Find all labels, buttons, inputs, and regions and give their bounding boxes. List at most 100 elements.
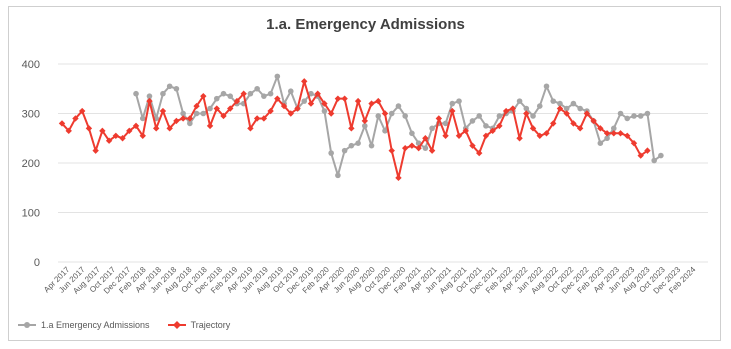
data-point-trajectory xyxy=(529,125,537,132)
data-point-emergency-admissions xyxy=(644,110,651,117)
data-point-trajectory xyxy=(85,125,93,132)
data-point-trajectory xyxy=(496,122,503,130)
data-point-emergency-admissions xyxy=(308,90,314,97)
data-point-trajectory xyxy=(146,97,153,105)
data-point-emergency-admissions xyxy=(604,135,610,142)
data-point-emergency-admissions xyxy=(287,88,294,95)
data-point-trajectory xyxy=(294,105,301,112)
data-point-trajectory xyxy=(597,125,604,132)
data-point-emergency-admissions xyxy=(247,90,254,97)
data-point-trajectory xyxy=(105,137,113,144)
data-point-trajectory xyxy=(200,92,207,100)
data-point-emergency-admissions xyxy=(483,123,489,129)
data-point-trajectory xyxy=(482,132,490,139)
data-point-trajectory xyxy=(321,100,328,107)
data-point-emergency-admissions xyxy=(375,113,382,119)
data-point-trajectory xyxy=(253,115,261,122)
data-point-trajectory xyxy=(132,122,140,130)
y-tick-label: 300 xyxy=(22,109,40,121)
y-tick-label: 200 xyxy=(22,158,40,170)
data-point-trajectory xyxy=(536,132,543,139)
data-point-trajectory xyxy=(381,110,389,117)
data-point-emergency-admissions xyxy=(557,100,563,107)
data-point-emergency-admissions xyxy=(362,123,368,129)
data-point-emergency-admissions xyxy=(200,110,207,117)
data-point-trajectory xyxy=(556,105,564,112)
data-point-trajectory xyxy=(247,125,254,132)
data-point-trajectory xyxy=(435,115,443,122)
data-point-trajectory xyxy=(603,130,611,137)
data-point-emergency-admissions xyxy=(341,147,348,154)
data-point-trajectory xyxy=(462,127,469,135)
data-point-emergency-admissions xyxy=(382,128,388,134)
data-point-trajectory xyxy=(428,147,436,154)
data-point-emergency-admissions xyxy=(274,73,281,80)
data-point-emergency-admissions xyxy=(261,93,267,99)
data-point-trajectory xyxy=(193,102,200,110)
data-point-trajectory xyxy=(509,105,517,112)
data-point-trajectory xyxy=(159,107,167,115)
data-point-trajectory xyxy=(274,95,281,102)
data-point-trajectory xyxy=(624,132,631,139)
data-point-trajectory xyxy=(213,105,220,112)
data-point-emergency-admissions xyxy=(213,95,220,102)
data-point-trajectory xyxy=(576,125,584,132)
data-point-trajectory xyxy=(287,110,294,117)
data-point-emergency-admissions xyxy=(651,157,657,164)
data-point-emergency-admissions xyxy=(563,105,570,112)
data-point-trajectory xyxy=(442,132,449,139)
data-point-trajectory xyxy=(314,90,321,97)
data-point-emergency-admissions xyxy=(610,125,617,132)
data-point-trajectory xyxy=(186,115,194,122)
legend-label-trajectory: Trajectory xyxy=(190,320,231,330)
data-point-trajectory xyxy=(233,97,241,105)
data-point-trajectory xyxy=(449,107,456,115)
data-point-trajectory xyxy=(119,135,126,142)
data-point-trajectory xyxy=(455,132,463,139)
data-point-emergency-admissions xyxy=(442,120,449,127)
chart-title: 1.a. Emergency Admissions xyxy=(266,16,465,33)
data-point-trajectory xyxy=(267,107,274,115)
data-point-trajectory xyxy=(260,115,268,122)
data-point-emergency-admissions xyxy=(321,108,328,114)
data-point-trajectory xyxy=(78,107,86,115)
data-point-emergency-admissions xyxy=(328,150,334,156)
data-point-trajectory xyxy=(489,127,496,135)
data-point-emergency-admissions xyxy=(254,85,260,92)
data-point-trajectory xyxy=(570,120,577,127)
data-point-trajectory xyxy=(415,144,422,152)
data-point-trajectory xyxy=(280,102,288,110)
data-point-emergency-admissions xyxy=(133,90,139,97)
data-point-emergency-admissions xyxy=(637,113,644,119)
series-line-trajectory xyxy=(61,80,649,179)
data-point-trajectory xyxy=(301,78,308,85)
data-point-trajectory xyxy=(166,125,173,132)
data-point-emergency-admissions xyxy=(166,83,173,90)
data-point-trajectory xyxy=(153,125,160,132)
data-point-trajectory xyxy=(348,125,355,132)
data-point-emergency-admissions xyxy=(173,85,180,92)
data-point-emergency-admissions xyxy=(543,83,550,90)
data-point-emergency-admissions xyxy=(429,125,435,132)
data-point-emergency-admissions xyxy=(597,140,604,146)
data-point-trajectory xyxy=(227,105,234,112)
data-point-emergency-admissions xyxy=(523,105,530,112)
legend-label-emergency-admissions: 1.a Emergency Admissions xyxy=(41,320,150,330)
data-point-trajectory xyxy=(65,127,72,135)
data-point-emergency-admissions xyxy=(146,93,153,99)
data-point-trajectory xyxy=(590,117,597,125)
data-point-emergency-admissions xyxy=(469,118,476,124)
data-point-trajectory xyxy=(617,130,624,137)
legend-marker-red-icon xyxy=(167,321,186,329)
data-point-trajectory xyxy=(126,127,133,135)
data-point-trajectory xyxy=(72,115,79,122)
data-point-emergency-admissions xyxy=(550,98,557,104)
legend-item-trajectory: Trajectory xyxy=(167,320,231,330)
data-point-emergency-admissions xyxy=(476,113,483,119)
data-point-trajectory xyxy=(469,142,476,149)
data-point-trajectory xyxy=(112,132,120,139)
data-point-trajectory xyxy=(637,152,644,159)
data-point-emergency-admissions xyxy=(631,113,637,119)
data-point-emergency-admissions xyxy=(267,90,274,97)
data-point-emergency-admissions xyxy=(658,152,664,159)
